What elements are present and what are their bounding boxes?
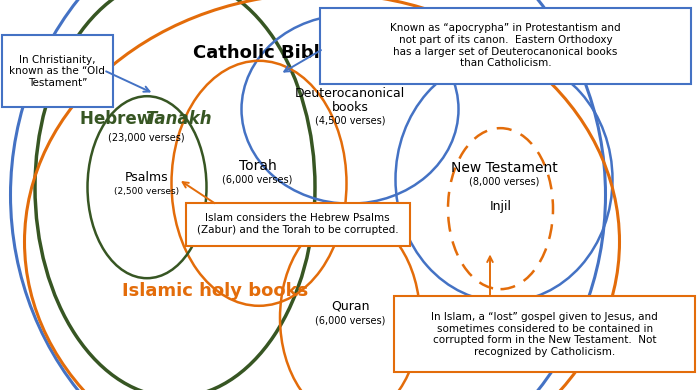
Text: (4,500 verses): (4,500 verses) <box>315 116 385 126</box>
FancyBboxPatch shape <box>320 8 691 84</box>
Text: (23,000 verses): (23,000 verses) <box>108 132 185 142</box>
Text: Torah: Torah <box>239 159 276 173</box>
FancyBboxPatch shape <box>394 296 695 372</box>
Text: books: books <box>332 101 368 114</box>
Text: (6,000 verses): (6,000 verses) <box>223 174 293 184</box>
Text: In Islam, a “lost” gospel given to Jesus, and
sometimes considered to be contain: In Islam, a “lost” gospel given to Jesus… <box>431 312 658 357</box>
Text: Injil: Injil <box>489 200 512 213</box>
Text: Quran: Quran <box>330 300 370 313</box>
Text: Tanakh: Tanakh <box>146 110 212 128</box>
Text: Psalms: Psalms <box>125 171 169 184</box>
FancyBboxPatch shape <box>186 203 410 246</box>
Text: New Testament: New Testament <box>451 161 557 175</box>
Text: Islamic holy books: Islamic holy books <box>122 282 309 300</box>
FancyBboxPatch shape <box>2 35 113 107</box>
Text: Hebrew: Hebrew <box>80 110 158 128</box>
Text: (2,500 verses): (2,500 verses) <box>114 186 180 196</box>
Text: In Christianity,
known as the “Old
Testament”: In Christianity, known as the “Old Testa… <box>10 55 105 88</box>
Text: (6,000 verses): (6,000 verses) <box>315 316 385 326</box>
Text: (8,000 verses): (8,000 verses) <box>469 176 539 186</box>
Text: Catholic Bible: Catholic Bible <box>193 44 332 62</box>
Text: Islam considers the Hebrew Psalms
(Zabur) and the Torah to be corrupted.: Islam considers the Hebrew Psalms (Zabur… <box>197 213 398 235</box>
Text: Deuterocanonical: Deuterocanonical <box>295 87 405 100</box>
Text: Known as “apocrypha” in Protestantism and
not part of its canon.  Eastern Orthod: Known as “apocrypha” in Protestantism an… <box>390 23 621 68</box>
